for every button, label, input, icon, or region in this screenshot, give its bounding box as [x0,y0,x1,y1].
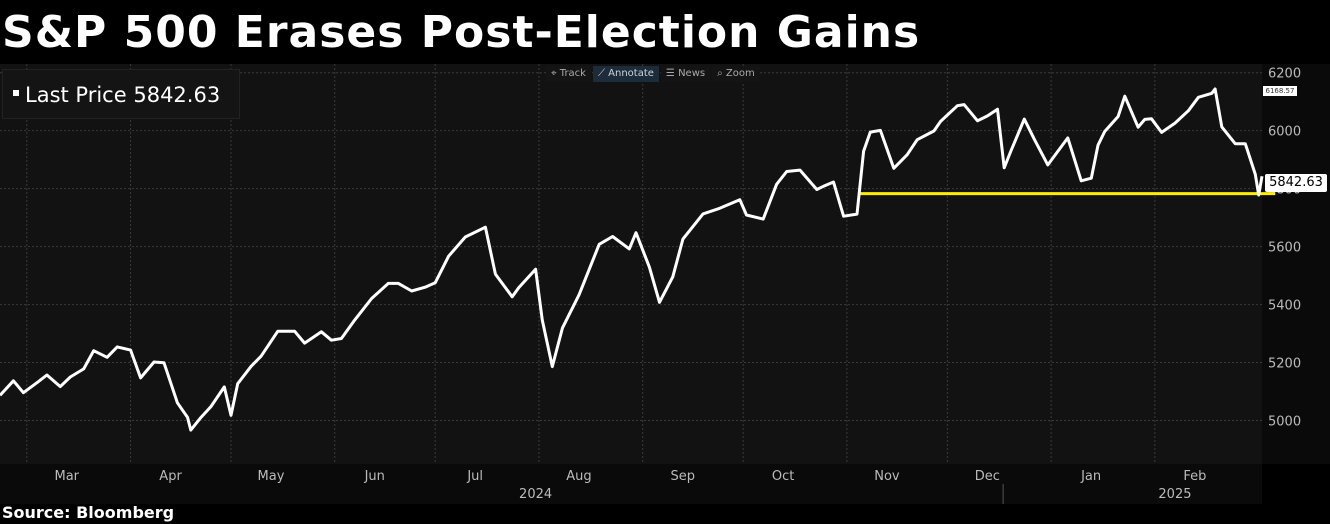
x-tick-label: May [258,469,285,484]
y-tick-label: 6000 [1268,125,1301,140]
y-tick-label: 5600 [1268,241,1301,256]
x-tick-label: Jun [364,469,385,484]
news-button[interactable]: ☰ News [660,66,711,82]
year-label: 2025 [1158,487,1191,502]
year-labels: 2024 2025 [519,487,1191,502]
x-tick-label: Nov [874,469,900,484]
y-tick-label: 6200 [1268,67,1301,82]
high-price-label: 6168.57 [1263,86,1297,96]
track-button[interactable]: ⌖ Track [546,66,591,82]
x-axis-ticks: Mar Apr May Jun Jul Aug Sep Oct Nov Dec Jan Feb [55,469,1207,484]
last-price-label: 5842.63 [1265,174,1327,192]
y-tick-label: 5400 [1268,299,1301,314]
y-tick-label: 5000 [1268,415,1301,430]
x-tick-label: Feb [1183,469,1206,484]
x-tick-label: Sep [670,469,695,484]
price-chart: 5000520054005600580060006200 MarAprMayJu… [0,64,1330,504]
x-tick-label: Oct [772,469,794,484]
x-tick-label: Jan [1080,469,1101,484]
year-label: 2024 [519,487,552,502]
y-tick-label: 5200 [1268,357,1301,372]
headline: S&P 500 Erases Post-Election Gains [2,7,921,58]
annotate-button[interactable]: ⟋ Annotate [592,66,659,82]
x-tick-label: Jul [466,469,483,484]
x-tick-label: Mar [55,469,80,484]
y-axis-ticks: 5000520054005600580060006200 [1268,67,1301,430]
legend: Last Price 5842.63 [2,69,240,119]
chart-area: 5000520054005600580060006200 MarAprMayJu… [0,64,1330,504]
plot-background [0,64,1262,464]
legend-value: 5842.63 [133,83,221,107]
source-note: Source: Bloomberg [2,503,175,522]
zoom-button[interactable]: ⌕ Zoom [712,66,760,82]
axis-background [1262,64,1330,464]
x-tick-label: Apr [159,469,182,484]
legend-label: Last Price [25,83,127,107]
chart-toolbar: ⌖ Track ⟋ Annotate ☰ News ⌕ Zoom [546,66,760,82]
x-tick-label: Dec [975,469,1000,484]
series-line-last-price [0,87,1264,432]
grid-lines [0,64,1262,504]
legend-swatch [13,90,19,96]
xaxis-background [0,464,1262,504]
x-tick-label: Aug [566,469,591,484]
